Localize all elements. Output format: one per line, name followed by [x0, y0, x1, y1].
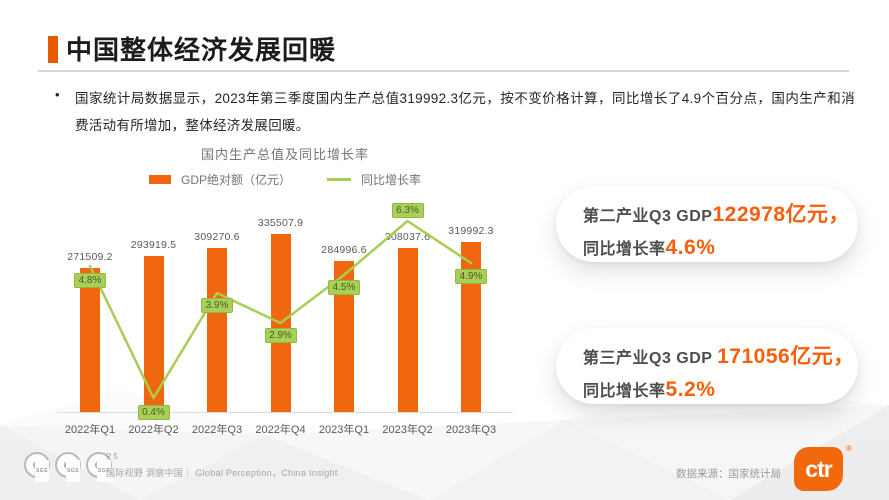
page-number: P 5	[106, 452, 118, 461]
legend-label-gdp: GDP绝对额（亿元）	[180, 173, 291, 187]
card-value-gdp: 122978亿元，	[712, 203, 851, 226]
bar-value-label: 308037.6	[384, 231, 431, 244]
bar-value-label: 293919.5	[130, 238, 177, 251]
legend-line-swatch-icon	[327, 178, 351, 181]
sgs-logo-icon: ℮SGS	[86, 452, 112, 482]
footer-tagline: 国际视野 洞察中国｜ Global Perception，China Insig…	[106, 468, 338, 478]
gdp-bar	[143, 255, 164, 412]
growth-rate-label: 3.9%	[201, 298, 233, 313]
growth-rate-label: 6.3%	[391, 203, 424, 218]
title-underline	[38, 70, 849, 72]
legend-bar-swatch-icon	[148, 175, 171, 184]
registered-mark-icon: ®	[846, 444, 852, 453]
bar-value-label: 335507.9	[257, 216, 304, 229]
intro-bullet: • 国家统计局数据显示，2023年第三季度国内生产总值319992.3亿元，按不…	[55, 85, 855, 139]
gdp-bar	[80, 267, 100, 412]
growth-rate-label: 4.5%	[328, 280, 360, 295]
legend-label-growth: 同比增长率	[361, 173, 422, 187]
x-axis-line	[57, 412, 513, 413]
growth-rate-label: 4.8%	[74, 273, 106, 288]
chart-title: 国内生产总值及同比增长率	[200, 147, 369, 162]
x-axis-label: 2022年Q2	[128, 424, 179, 436]
gdp-bar	[334, 260, 354, 412]
sgs-certification-logos: ℮SGS ℮SGS ℮SGS	[24, 452, 112, 482]
card-value-growth: 4.6%	[665, 236, 716, 259]
gdp-bar	[397, 248, 418, 412]
growth-rate-label: 0.4%	[137, 405, 170, 420]
insight-card-secondary-industry: 第二产业Q3 GDP122978亿元， 同比增长率4.6%	[556, 186, 858, 262]
x-axis-label: 2023年Q1	[318, 424, 370, 436]
card-line-2: 同比增长率5.2%	[583, 378, 716, 401]
sgs-logo-icon: ℮SGS	[55, 452, 81, 482]
ctr-logo: ctr	[794, 447, 843, 491]
card-value-gdp: 171056亿元，	[717, 345, 855, 368]
bar-value-label: 271509.2	[67, 250, 113, 263]
x-axis-label: 2023年Q3	[445, 424, 497, 436]
x-axis-label: 2022年Q4	[255, 424, 306, 436]
x-axis-label: 2022年Q3	[191, 424, 243, 436]
card-line-2: 同比增长率4.6%	[583, 236, 716, 259]
bar-value-label: 284996.6	[321, 243, 367, 256]
card-value-growth: 5.2%	[665, 378, 716, 401]
sgs-logo-icon: ℮SGS	[24, 452, 50, 482]
intro-text: 国家统计局数据显示，2023年第三季度国内生产总值319992.3亿元，按不变价…	[75, 91, 855, 133]
bullet-marker: •	[55, 87, 60, 102]
gdp-chart: 国内生产总值及同比增长率 GDP绝对额（亿元） 同比增长率 271509.2 20…	[55, 140, 515, 450]
x-axis-label: 2022年Q1	[64, 424, 116, 436]
card-line-1: 第三产业Q3 GDP 171056亿元，	[583, 345, 855, 368]
gdp-bar	[207, 247, 227, 412]
title-accent-bar	[48, 36, 58, 63]
gdp-bar	[461, 242, 481, 412]
page-title: 中国整体经济发展回暖	[66, 35, 337, 65]
insight-card-tertiary-industry: 第三产业Q3 GDP 171056亿元， 同比增长率5.2%	[556, 328, 858, 404]
data-source-note: 数据来源：国家统计局	[676, 468, 781, 480]
bar-value-label: 319992.3	[448, 225, 494, 238]
growth-rate-label: 2.9%	[264, 328, 297, 343]
card-line-1: 第二产业Q3 GDP122978亿元，	[583, 203, 851, 226]
growth-rate-label: 4.9%	[455, 269, 487, 284]
bar-value-label: 309270.6	[194, 230, 240, 243]
chart-legend: GDP绝对额（亿元） 同比增长率	[55, 171, 515, 188]
x-axis-label: 2023年Q2	[382, 424, 433, 436]
growth-line	[88, 219, 473, 400]
